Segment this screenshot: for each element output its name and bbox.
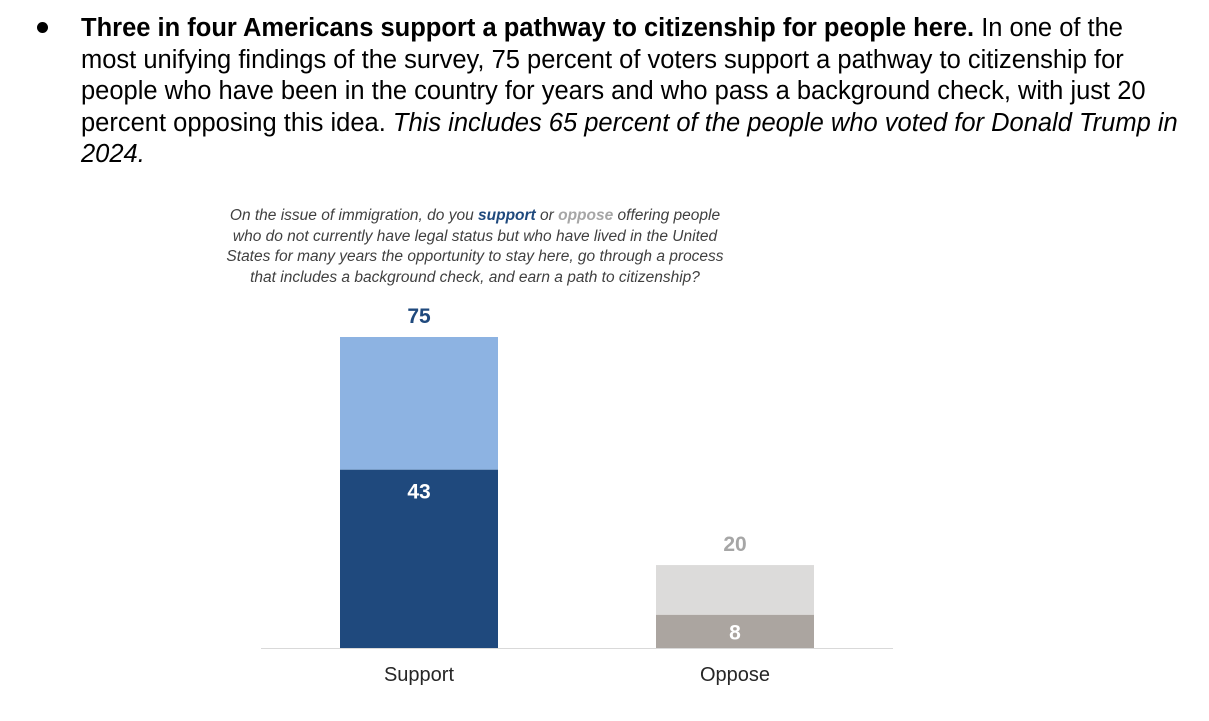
category-label-support: Support xyxy=(384,664,454,686)
question-pre: On the issue of immigration, do you xyxy=(229,207,479,224)
question-support-word: support xyxy=(478,207,536,224)
category-label-oppose: Oppose xyxy=(700,664,770,686)
value-label-oppose-strong: 8 xyxy=(729,621,741,644)
bullet-dot xyxy=(37,22,48,33)
bar-oppose-total xyxy=(656,565,814,615)
value-label-support-strong: 43 xyxy=(407,481,430,504)
bar-support-total xyxy=(340,337,498,470)
question-post: offering people who do not currently hav… xyxy=(226,207,724,286)
value-label-support-total: 75 xyxy=(407,305,431,328)
survey-question: On the issue of immigration, do you supp… xyxy=(215,206,735,288)
emphasis-text: This includes 65 percent of the people w… xyxy=(81,108,1178,169)
bar-oppose-strong xyxy=(656,614,814,648)
question-oppose-word: oppose xyxy=(558,207,614,224)
lead-sentence: Three in four Americans support a pathwa… xyxy=(81,14,975,42)
question-mid: or xyxy=(535,207,559,224)
bar-support-strong xyxy=(340,469,498,648)
summary-paragraph: Three in four Americans support a pathwa… xyxy=(81,13,1181,171)
value-label-oppose-total: 20 xyxy=(723,533,746,556)
body-text: In one of the most unifying findings of … xyxy=(81,14,1146,137)
